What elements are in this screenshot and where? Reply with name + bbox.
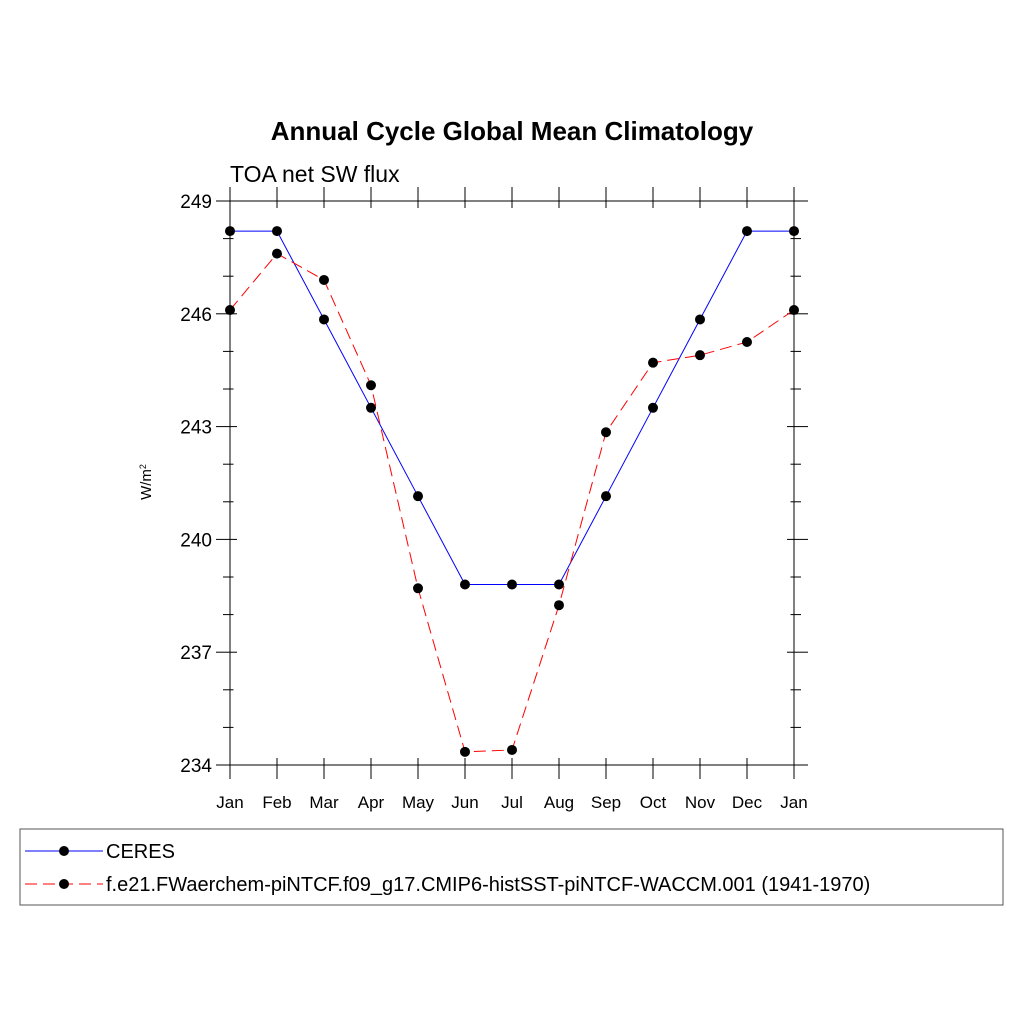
x-tick-label: Jun <box>451 793 478 812</box>
data-point-series-2 <box>554 600 564 611</box>
legend-box <box>19 828 1004 906</box>
x-tick-label: Jul <box>501 793 523 812</box>
data-point-series-2 <box>695 350 705 361</box>
data-point-series-2 <box>742 337 752 347</box>
data-point-series-2 <box>413 583 423 594</box>
y-tick-label: 243 <box>180 418 212 439</box>
legend-label-2: f.e21.FWaerchem-piNTCF.f09_g17.CMIP6-his… <box>106 874 870 896</box>
x-axis: Jan Feb Mar Apr May Jun Jul Aug Sep Oct Nov Dec Jan <box>216 187 808 812</box>
legend-marker-1 <box>59 846 69 856</box>
data-point-series-2 <box>366 380 376 391</box>
series-line-2 <box>229 252 795 753</box>
data-point-series-1 <box>460 579 470 590</box>
y-axis: 234 237 240 243 246 249 <box>180 192 808 777</box>
data-point-series-1 <box>742 226 752 237</box>
legend-label-1: CERES <box>106 841 175 863</box>
y-tick-label: 246 <box>180 305 212 326</box>
legend: CERES f.e21.FWaerchem-piNTCF.f09_g17.CMIP… <box>19 828 1004 906</box>
x-tick-label: Jan <box>216 793 243 812</box>
data-point-series-1 <box>366 402 376 413</box>
data-point-series-2 <box>507 744 517 755</box>
y-tick-label: 240 <box>180 530 212 551</box>
y-tick-label: 237 <box>180 643 212 664</box>
data-point-series-1 <box>789 226 799 237</box>
x-tick-label: Mar <box>309 793 339 812</box>
data-point-series-1 <box>272 226 282 237</box>
x-tick-label: Apr <box>358 793 385 812</box>
y-axis-label: W/m2 <box>138 464 155 500</box>
x-tick-label: Sep <box>591 793 621 812</box>
data-point-series-2 <box>319 274 329 285</box>
data-point-series-2 <box>601 427 611 438</box>
data-point-series-2 <box>648 357 658 368</box>
series <box>225 226 799 757</box>
data-point-series-1 <box>695 314 705 325</box>
data-point-series-1 <box>413 491 423 502</box>
x-tick-label: Jan <box>780 793 807 812</box>
chart-subtitle: TOA net SW flux <box>230 161 400 187</box>
x-tick-label: Feb <box>262 793 291 812</box>
x-tick-label: Dec <box>732 793 763 812</box>
plot-frame <box>229 200 795 766</box>
x-tick-label: Oct <box>640 793 667 812</box>
data-point-series-1 <box>648 402 658 413</box>
data-point-series-2 <box>460 746 470 757</box>
chart-title: Annual Cycle Global Mean Climatology <box>271 116 754 146</box>
data-point-series-1 <box>507 579 517 590</box>
y-tick-label: 249 <box>180 192 212 213</box>
series-line-1 <box>230 230 794 585</box>
data-point-series-2 <box>272 248 282 259</box>
y-tick-label: 234 <box>180 756 212 777</box>
data-point-series-2 <box>789 305 799 316</box>
x-tick-label: Nov <box>685 793 716 812</box>
data-point-series-1 <box>601 491 611 502</box>
data-point-series-2 <box>225 305 235 316</box>
data-point-series-1 <box>319 314 329 325</box>
data-point-series-1 <box>554 579 564 590</box>
legend-marker-2 <box>59 879 69 889</box>
x-tick-label: May <box>402 793 435 812</box>
x-tick-label: Aug <box>544 793 574 812</box>
plot-area-border <box>229 200 795 766</box>
data-point-series-1 <box>225 226 235 237</box>
